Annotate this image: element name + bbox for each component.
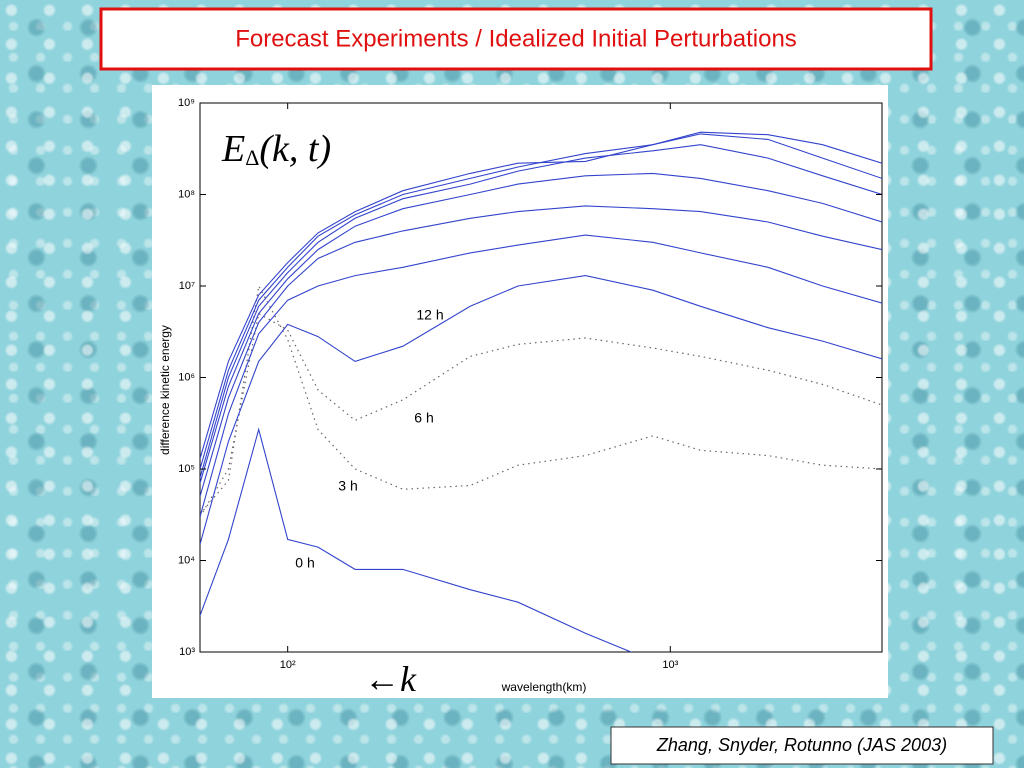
plot-area: [200, 131, 882, 652]
x-tick-label: 10³: [662, 659, 678, 671]
citation: Zhang, Snyder, Rotunno (JAS 2003): [656, 735, 947, 755]
x-axis-label: wavelength(km): [501, 680, 587, 694]
y-tick-label: 10³: [179, 646, 195, 658]
series-line: [200, 427, 633, 652]
x-tick-label: 10²: [280, 659, 296, 671]
formula-e: E: [221, 128, 245, 170]
series-line: [200, 172, 882, 484]
series-line: [200, 133, 882, 470]
formula-args: (k, t): [259, 128, 331, 170]
y-tick-label: 10⁷: [179, 280, 195, 292]
series-label: 12 h: [416, 307, 443, 323]
y-tick-label: 10⁴: [178, 554, 195, 566]
citation-box: [610, 726, 994, 765]
series-line: [200, 205, 882, 497]
series-label: 0 h: [295, 555, 314, 571]
formula-sub: Δ: [245, 145, 259, 170]
formula: EΔ(k, t): [221, 128, 331, 170]
series-line: [200, 275, 882, 545]
y-axis-label: difference kinetic energy: [158, 325, 172, 455]
y-tick-label: 10⁶: [178, 371, 195, 383]
y-tick-label: 10⁹: [178, 97, 195, 109]
chart-panel: [152, 85, 888, 698]
y-tick-label: 10⁵: [178, 463, 195, 475]
series-line: [200, 234, 882, 517]
slide-title: Forecast Experiments / Idealized Initial…: [235, 25, 797, 52]
series-label: 6 h: [414, 410, 433, 426]
series-label: 3 h: [338, 478, 357, 494]
arrow: ←: [364, 659, 400, 699]
title-box: [99, 7, 933, 71]
series-line: [200, 131, 882, 459]
y-tick-label: 10⁸: [178, 188, 195, 200]
series-line: [200, 144, 882, 479]
k-arrow: ←k: [364, 659, 417, 699]
arrow-k: k: [400, 659, 417, 699]
